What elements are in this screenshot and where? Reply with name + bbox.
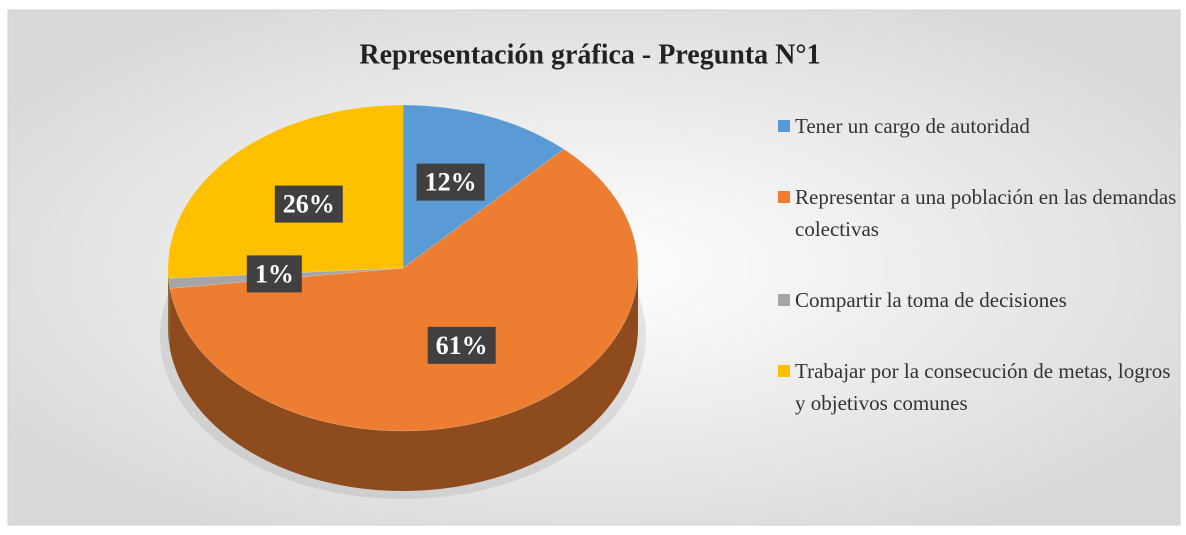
- legend: Tener un cargo de autoridad Representar a…: [778, 110, 1178, 458]
- legend-swatch: [778, 365, 790, 377]
- slice-top: [169, 148, 639, 432]
- legend-label: Tener un cargo de autoridad: [795, 114, 1030, 138]
- slice-side: [168, 278, 170, 349]
- data-label-box: [246, 255, 302, 293]
- legend-label: Trabajar por la consecución de metas, lo…: [795, 359, 1171, 415]
- data-label-box: [416, 163, 485, 201]
- legend-item: Trabajar por la consecución de metas, lo…: [778, 355, 1178, 419]
- legend-swatch: [778, 294, 790, 306]
- legend-item: Representar a una población en las deman…: [778, 181, 1178, 245]
- data-label: 61%: [436, 331, 488, 360]
- legend-item: Compartir la toma de decisiones: [778, 284, 1178, 316]
- slice-side: [169, 268, 639, 492]
- legend-item: Tener un cargo de autoridad: [778, 110, 1178, 142]
- legend-label: Compartir la toma de decisiones: [795, 288, 1067, 312]
- chart-title: Representación gráfica - Pregunta N°1: [359, 39, 820, 70]
- data-label-box: [274, 185, 343, 223]
- legend-swatch: [778, 120, 790, 132]
- pie: 12% 61% 1% 26%: [160, 104, 646, 499]
- legend-swatch: [778, 191, 790, 203]
- pie-slice: [169, 148, 639, 492]
- data-label: 1%: [255, 259, 294, 288]
- legend-label: Representar a una población en las deman…: [795, 185, 1177, 241]
- data-label: 26%: [283, 190, 335, 219]
- data-label-box: [427, 326, 496, 364]
- data-label: 12%: [425, 168, 477, 197]
